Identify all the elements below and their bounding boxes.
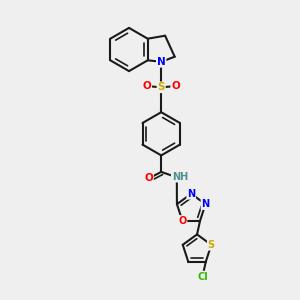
Text: Cl: Cl xyxy=(197,272,208,282)
Text: S: S xyxy=(158,82,165,92)
Text: N: N xyxy=(157,57,166,67)
Text: N: N xyxy=(201,199,209,209)
Text: O: O xyxy=(144,173,153,184)
Text: O: O xyxy=(171,81,180,91)
Text: O: O xyxy=(178,216,187,226)
Text: N: N xyxy=(187,189,195,199)
Text: O: O xyxy=(142,81,151,91)
Text: S: S xyxy=(208,240,215,250)
Text: NH: NH xyxy=(172,172,188,182)
